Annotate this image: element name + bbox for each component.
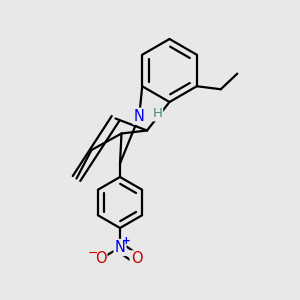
Text: −: −	[87, 247, 98, 260]
Text: H: H	[152, 107, 162, 120]
Text: +: +	[122, 236, 131, 246]
Text: O: O	[95, 251, 106, 266]
Text: O: O	[131, 251, 142, 266]
Text: N: N	[115, 240, 125, 255]
Text: N: N	[134, 109, 145, 124]
